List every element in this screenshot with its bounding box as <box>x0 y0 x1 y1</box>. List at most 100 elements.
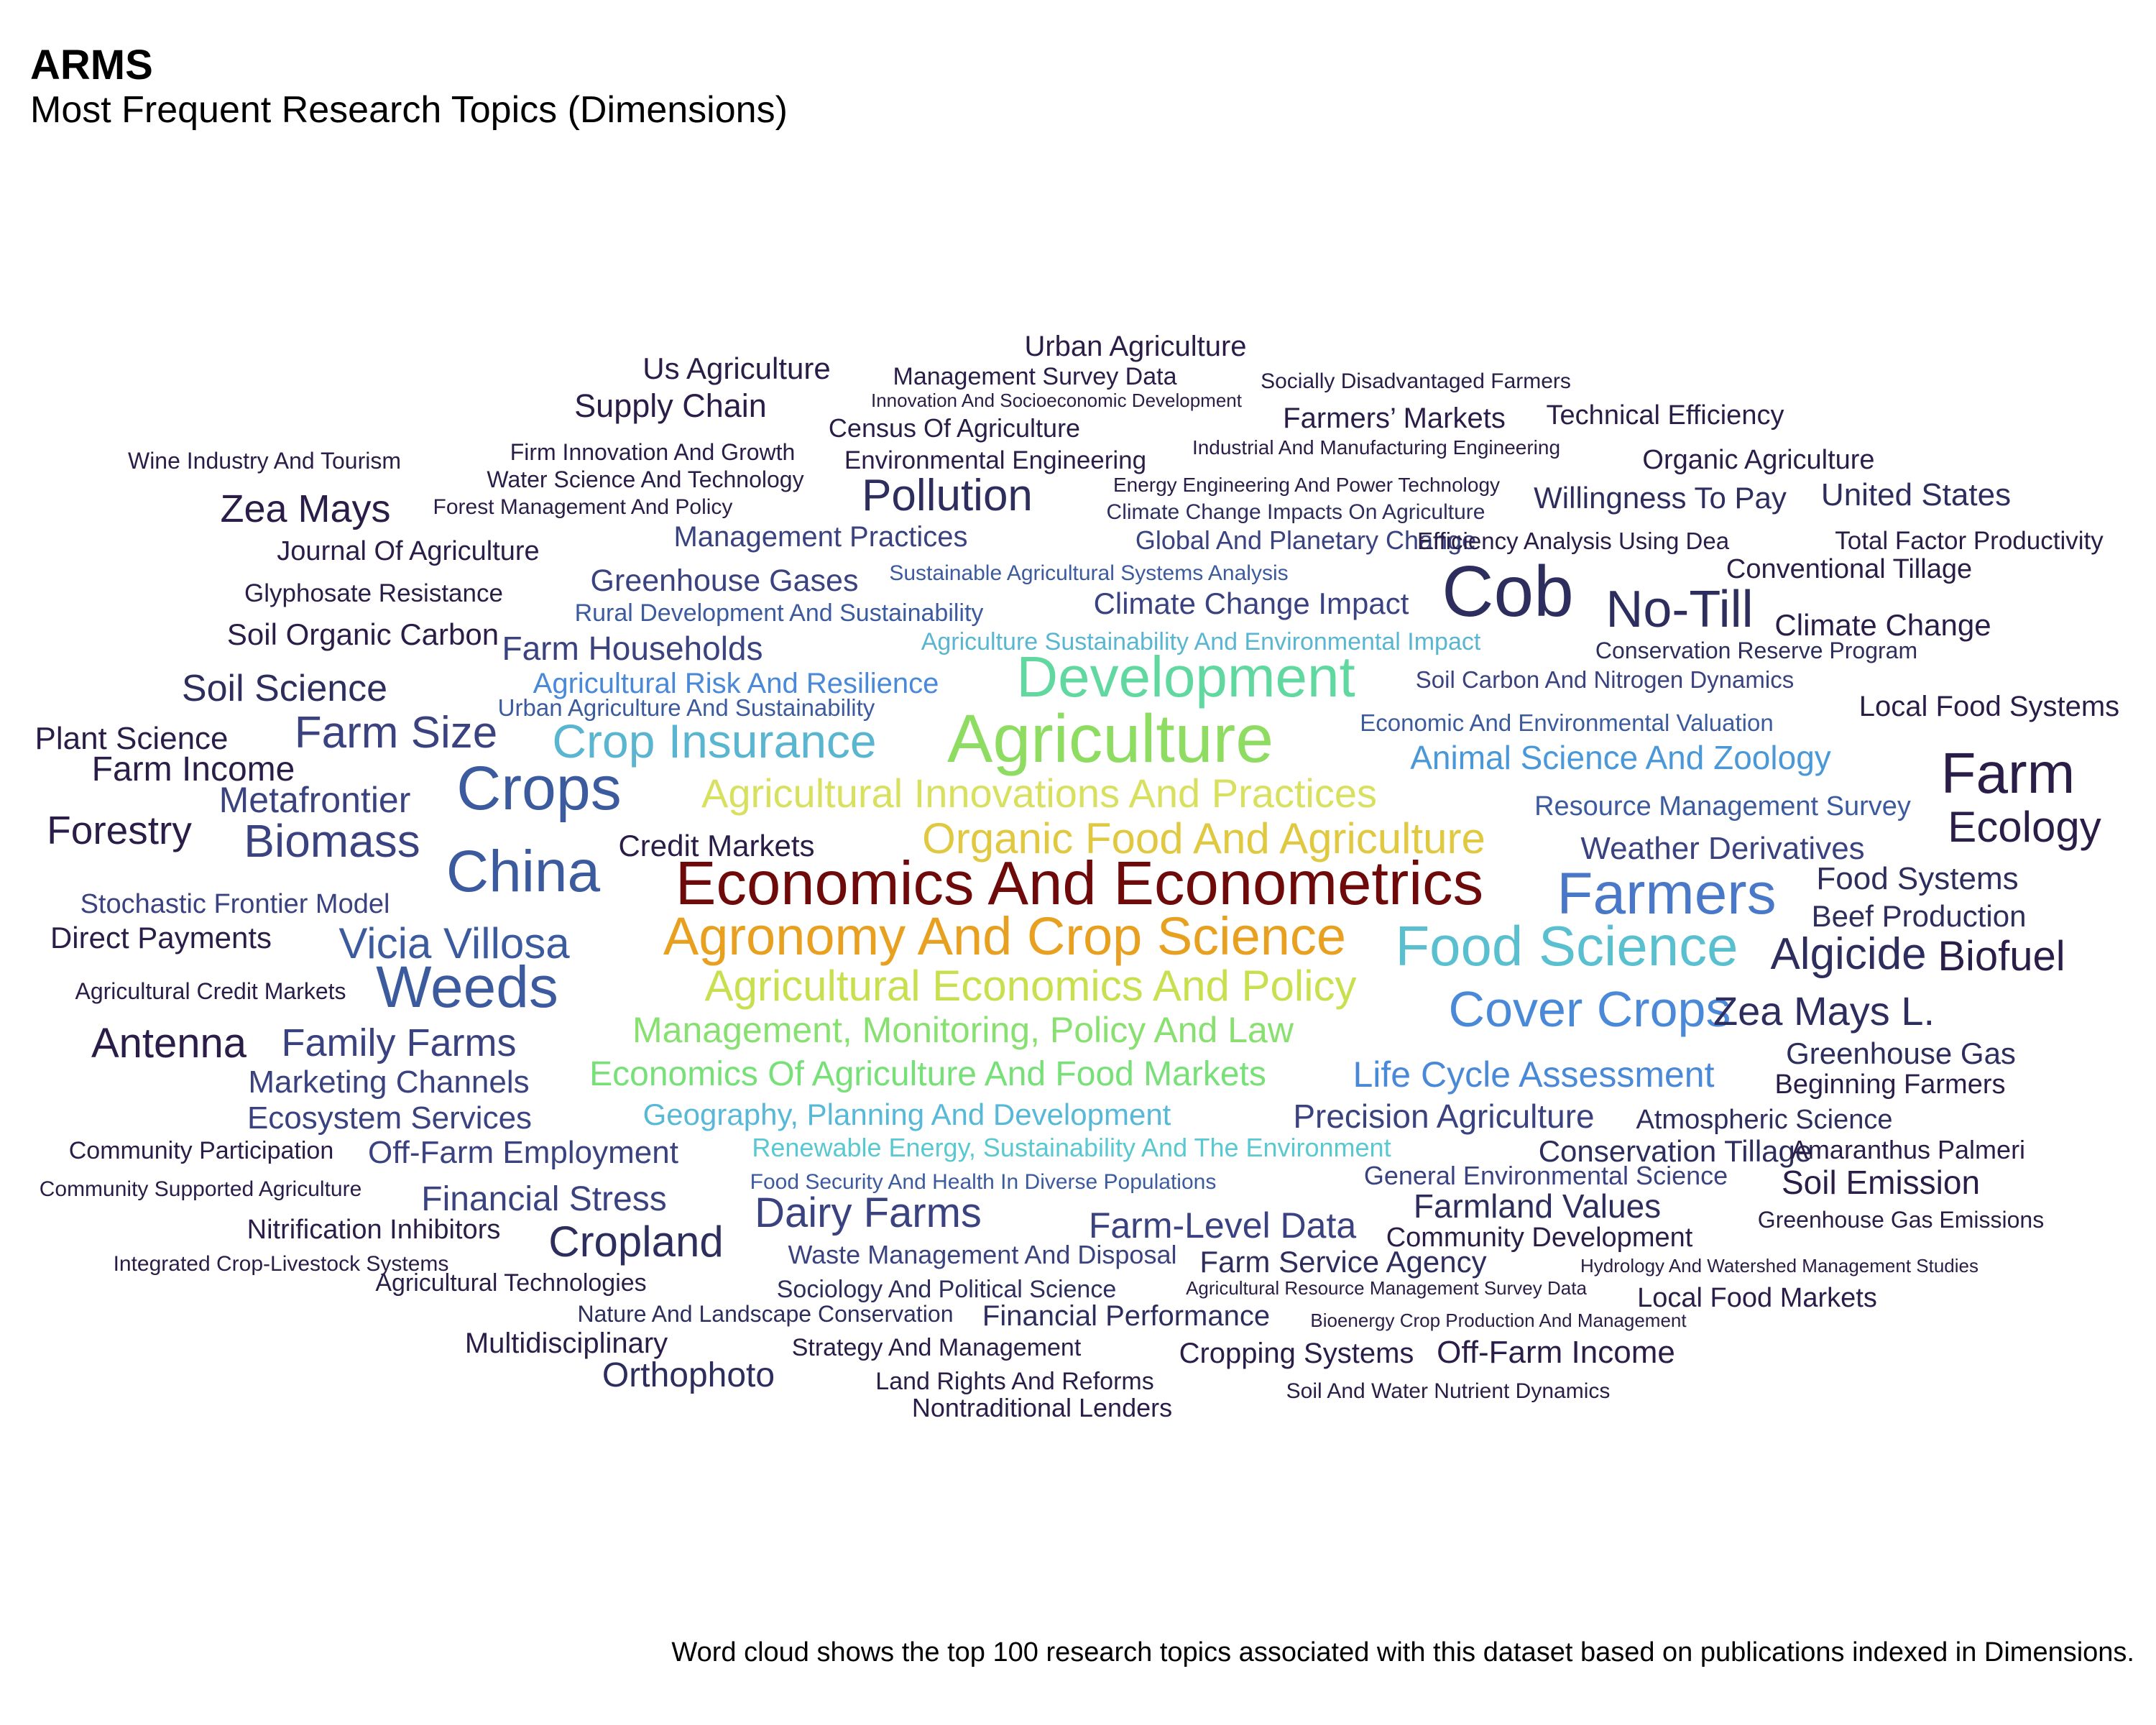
word-forestry: Forestry <box>47 808 192 852</box>
word-wine-industry-and-tourism: Wine Industry And Tourism <box>128 448 401 474</box>
word-agricultural-credit-markets: Agricultural Credit Markets <box>75 978 346 1004</box>
word-beginning-farmers: Beginning Farmers <box>1774 1070 2005 1100</box>
word-efficiency-analysis-using-dea: Efficiency Analysis Using Dea <box>1417 528 1730 554</box>
word-environmental-engineering: Environmental Engineering <box>844 446 1146 474</box>
chart-caption: Word cloud shows the top 100 research to… <box>671 1637 2134 1668</box>
word-antenna: Antenna <box>91 1020 247 1067</box>
word-integrated-crop-livestock-systems: Integrated Crop-Livestock Systems <box>114 1252 449 1276</box>
word-management-monitoring-policy-and-law: Management, Monitoring, Policy And Law <box>632 1010 1294 1050</box>
word-farmers: Farmers <box>1557 861 1776 926</box>
word-financial-stress: Financial Stress <box>421 1180 666 1218</box>
word-socially-disadvantaged-farmers: Socially Disadvantaged Farmers <box>1261 369 1571 393</box>
word-strategy-and-management: Strategy And Management <box>792 1334 1082 1361</box>
word-food-science: Food Science <box>1396 914 1738 978</box>
word-geography-planning-and-development: Geography, Planning And Development <box>643 1098 1171 1131</box>
word-farmland-values: Farmland Values <box>1414 1187 1661 1225</box>
word-general-environmental-science: General Environmental Science <box>1364 1161 1728 1190</box>
word-greenhouse-gases: Greenhouse Gases <box>591 564 859 598</box>
word-life-cycle-assessment: Life Cycle Assessment <box>1353 1054 1715 1095</box>
word-credit-markets: Credit Markets <box>618 829 814 862</box>
word-firm-innovation-and-growth: Firm Innovation And Growth <box>510 439 796 465</box>
word-land-rights-and-reforms: Land Rights And Reforms <box>875 1368 1153 1395</box>
word-cover-crops: Cover Crops <box>1449 981 1731 1037</box>
word-management-practices: Management Practices <box>673 521 967 553</box>
word-industrial-and-manufacturing-engineering: Industrial And Manufacturing Engineering <box>1192 436 1560 459</box>
word-sociology-and-political-science: Sociology And Political Science <box>777 1276 1117 1303</box>
word-agronomy-and-crop-science: Agronomy And Crop Science <box>663 906 1346 966</box>
word-energy-engineering-and-power-technology: Energy Engineering And Power Technology <box>1113 474 1500 496</box>
word-agriculture-sustainability-and-environmental-impact: Agriculture Sustainability And Environme… <box>921 628 1481 656</box>
word-direct-payments: Direct Payments <box>50 921 272 954</box>
word-farm-size: Farm Size <box>295 708 497 758</box>
word-algicide: Algicide <box>1770 929 1926 979</box>
word-global-and-planetary-change: Global And Planetary Change <box>1135 525 1476 555</box>
word-off-farm-income: Off-Farm Income <box>1437 1335 1675 1370</box>
word-united-states: United States <box>1821 477 2011 512</box>
word-community-development: Community Development <box>1386 1223 1693 1253</box>
word-multidisciplinary: Multidisciplinary <box>465 1328 668 1359</box>
word-cropland: Cropland <box>548 1218 724 1266</box>
word-journal-of-agriculture: Journal Of Agriculture <box>277 536 539 566</box>
word-development: Development <box>1016 645 1355 709</box>
word-bioenergy-crop-production-and-management: Bioenergy Crop Production And Management <box>1310 1310 1687 1331</box>
word-urban-agriculture: Urban Agriculture <box>1024 331 1246 362</box>
word-economic-and-environmental-valuation: Economic And Environmental Valuation <box>1360 709 1773 736</box>
word-urban-agriculture-and-sustainability: Urban Agriculture And Sustainability <box>498 694 875 721</box>
word-soil-carbon-and-nitrogen-dynamics: Soil Carbon And Nitrogen Dynamics <box>1416 666 1794 693</box>
word-food-systems: Food Systems <box>1816 861 2018 896</box>
word-family-farms: Family Farms <box>282 1021 517 1064</box>
word-agriculture: Agriculture <box>947 701 1273 777</box>
word-ecosystem-services: Ecosystem Services <box>247 1100 532 1136</box>
word-climate-change-impacts-on-agriculture: Climate Change Impacts On Agriculture <box>1107 500 1485 524</box>
word-dairy-farms: Dairy Farms <box>755 1190 982 1236</box>
word-cob: Cob <box>1442 551 1573 632</box>
word-farm-service-agency: Farm Service Agency <box>1199 1245 1486 1279</box>
word-rural-development-and-sustainability: Rural Development And Sustainability <box>575 599 984 627</box>
word-cropping-systems: Cropping Systems <box>1179 1338 1414 1369</box>
word-glyphosate-resistance: Glyphosate Resistance <box>244 579 503 607</box>
word-soil-emission: Soil Emission <box>1782 1164 1980 1201</box>
word-climate-change: Climate Change <box>1774 608 1991 642</box>
word-local-food-systems: Local Food Systems <box>1859 691 2119 722</box>
word-total-factor-productivity: Total Factor Productivity <box>1835 527 2104 555</box>
word-beef-production: Beef Production <box>1812 899 2027 933</box>
word-no-till: No-Till <box>1606 581 1753 638</box>
word-climate-change-impact: Climate Change Impact <box>1094 586 1409 620</box>
word-biofuel: Biofuel <box>1938 933 2065 980</box>
word-farm-income: Farm Income <box>92 750 295 788</box>
chart-subtitle: Most Frequent Research Topics (Dimension… <box>30 89 788 131</box>
word-soil-organic-carbon: Soil Organic Carbon <box>227 617 499 651</box>
word-technical-efficiency: Technical Efficiency <box>1547 400 1784 431</box>
word-waste-management-and-disposal: Waste Management And Disposal <box>788 1240 1177 1269</box>
word-conservation-tillage: Conservation Tillage <box>1539 1134 1812 1168</box>
word-farm: Farm <box>1941 741 2076 805</box>
word-animal-science-and-zoology: Animal Science And Zoology <box>1410 739 1831 776</box>
word-orthophoto: Orthophoto <box>602 1356 775 1394</box>
word-metafrontier: Metafrontier <box>219 780 411 820</box>
word-agricultural-technologies: Agricultural Technologies <box>375 1269 646 1297</box>
word-agricultural-risk-and-resilience: Agricultural Risk And Resilience <box>533 668 939 699</box>
word-plant-science: Plant Science <box>34 721 228 756</box>
word-crops: Crops <box>456 754 621 823</box>
word-organic-agriculture: Organic Agriculture <box>1642 445 1874 475</box>
word-sustainable-agricultural-systems-analysis: Sustainable Agricultural Systems Analysi… <box>889 561 1288 585</box>
word-crop-insurance: Crop Insurance <box>552 714 876 768</box>
word-soil-and-water-nutrient-dynamics: Soil And Water Nutrient Dynamics <box>1286 1379 1611 1403</box>
word-farm-households: Farm Households <box>502 630 763 667</box>
word-willingness-to-pay: Willingness To Pay <box>1534 481 1787 515</box>
word-stochastic-frontier-model: Stochastic Frontier Model <box>80 889 390 919</box>
word-china: China <box>446 839 601 904</box>
word-zea-mays: Zea Mays <box>220 487 390 530</box>
word-agricultural-innovations-and-practices: Agricultural Innovations And Practices <box>701 770 1377 816</box>
word-nitrification-inhibitors: Nitrification Inhibitors <box>247 1215 501 1245</box>
word-management-survey-data: Management Survey Data <box>893 363 1177 390</box>
word-conventional-tillage: Conventional Tillage <box>1726 554 1972 584</box>
word-hydrology-and-watershed-management-studies: Hydrology And Watershed Management Studi… <box>1580 1255 1978 1276</box>
word-economics-and-econometrics: Economics And Econometrics <box>676 850 1483 918</box>
word-conservation-reserve-program: Conservation Reserve Program <box>1595 638 1917 663</box>
word-financial-performance: Financial Performance <box>982 1300 1270 1332</box>
word-innovation-and-socioeconomic-development: Innovation And Socioeconomic Development <box>871 390 1243 411</box>
word-us-agriculture: Us Agriculture <box>642 351 830 385</box>
word-nontraditional-lenders: Nontraditional Lenders <box>912 1393 1172 1422</box>
